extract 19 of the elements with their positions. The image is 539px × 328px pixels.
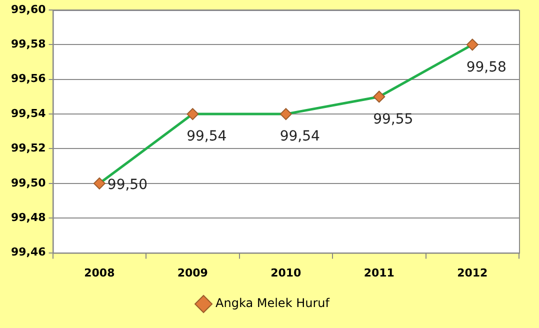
legend-label: Angka Melek Huruf: [216, 296, 330, 310]
y-tick-label: 99,60: [10, 2, 46, 16]
data-label: 99,54: [280, 128, 320, 145]
x-tick-label: 2011: [364, 266, 394, 280]
data-label: 99,50: [107, 177, 148, 194]
x-tick-label: 2008: [84, 266, 115, 280]
y-tick-label: 99,52: [10, 142, 46, 155]
y-tick-label: 99,54: [10, 106, 46, 120]
y-tick-label: 99,48: [10, 210, 46, 224]
x-tick-label: 2012: [457, 266, 488, 280]
y-tick-label: 99,50: [10, 176, 46, 190]
y-tick-label: 99,58: [10, 38, 46, 51]
x-tick-label: 2009: [177, 266, 208, 280]
y-tick-label: 99,56: [10, 72, 46, 86]
data-label: 99,58: [466, 59, 506, 76]
data-label: 99,54: [186, 128, 227, 145]
x-tick-label: 2010: [270, 266, 302, 280]
data-label: 99,55: [373, 111, 414, 128]
y-tick-label: 99,46: [10, 246, 46, 259]
